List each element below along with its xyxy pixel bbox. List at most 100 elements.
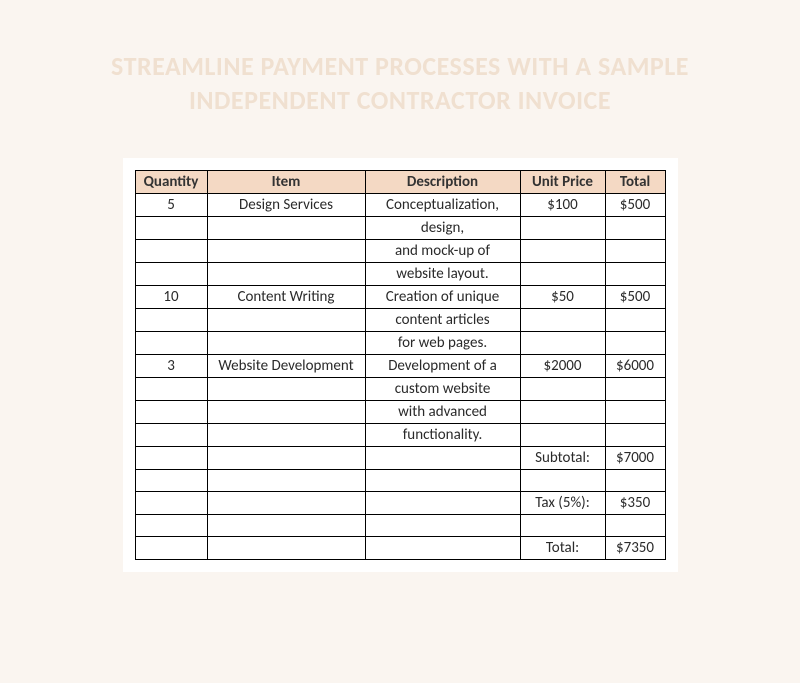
table-cell: [135, 469, 207, 491]
table-cell: [135, 423, 207, 446]
table-cell: [207, 331, 365, 354]
table-cell: Development of a: [365, 354, 520, 377]
table-cell: [135, 400, 207, 423]
table-cell: [520, 216, 605, 239]
table-cell: [207, 377, 365, 400]
table-row: and mock-up of: [135, 239, 665, 262]
table-cell: website layout.: [365, 262, 520, 285]
table-row: website layout.: [135, 262, 665, 285]
col-header-description: Description: [365, 170, 520, 193]
table-cell: [135, 491, 207, 514]
col-header-unit-price: Unit Price: [520, 170, 605, 193]
table-row: [135, 469, 665, 491]
table-body: 5Design ServicesConceptualization,$100$5…: [135, 193, 665, 559]
table-cell: [135, 331, 207, 354]
table-row: 5Design ServicesConceptualization,$100$5…: [135, 193, 665, 216]
table-cell: [520, 308, 605, 331]
table-cell: [135, 216, 207, 239]
table-cell: functionality.: [365, 423, 520, 446]
table-cell: [207, 262, 365, 285]
table-cell: [207, 469, 365, 491]
table-cell: 5: [135, 193, 207, 216]
table-cell: Content Writing: [207, 285, 365, 308]
table-cell: Subtotal:: [520, 446, 605, 469]
table-cell: [520, 239, 605, 262]
table-row: Tax (5%):$350: [135, 491, 665, 514]
invoice-table-container: Quantity Item Description Unit Price Tot…: [123, 158, 678, 572]
table-cell: [365, 446, 520, 469]
table-cell: 10: [135, 285, 207, 308]
table-cell: [207, 491, 365, 514]
table-row: content articles: [135, 308, 665, 331]
table-cell: $2000: [520, 354, 605, 377]
table-cell: [605, 400, 665, 423]
table-cell: [605, 423, 665, 446]
table-cell: [207, 514, 365, 536]
table-cell: with advanced: [365, 400, 520, 423]
table-cell: [207, 308, 365, 331]
table-cell: $6000: [605, 354, 665, 377]
table-cell: content articles: [365, 308, 520, 331]
table-row: design,: [135, 216, 665, 239]
table-cell: [207, 216, 365, 239]
table-row: for web pages.: [135, 331, 665, 354]
col-header-quantity: Quantity: [135, 170, 207, 193]
table-cell: design,: [365, 216, 520, 239]
table-cell: $7000: [605, 446, 665, 469]
table-header-row: Quantity Item Description Unit Price Tot…: [135, 170, 665, 193]
table-cell: custom website: [365, 377, 520, 400]
page-title: STREAMLINE PAYMENT PROCESSES WITH A SAMP…: [60, 50, 740, 118]
table-cell: Website Development: [207, 354, 365, 377]
table-cell: [135, 308, 207, 331]
table-cell: Design Services: [207, 193, 365, 216]
table-cell: [135, 446, 207, 469]
col-header-item: Item: [207, 170, 365, 193]
table-cell: [605, 377, 665, 400]
table-cell: [135, 514, 207, 536]
table-cell: [365, 469, 520, 491]
table-cell: [520, 423, 605, 446]
table-cell: [207, 239, 365, 262]
table-cell: [520, 514, 605, 536]
table-cell: [605, 469, 665, 491]
table-cell: $50: [520, 285, 605, 308]
table-row: Total:$7350: [135, 536, 665, 559]
table-cell: [207, 423, 365, 446]
table-cell: [365, 491, 520, 514]
table-cell: [520, 262, 605, 285]
table-cell: Creation of unique: [365, 285, 520, 308]
table-cell: [365, 536, 520, 559]
table-row: 3Website DevelopmentDevelopment of a$200…: [135, 354, 665, 377]
table-cell: [605, 331, 665, 354]
table-cell: [520, 469, 605, 491]
table-cell: [520, 377, 605, 400]
table-cell: [605, 514, 665, 536]
table-cell: Total:: [520, 536, 605, 559]
table-cell: [135, 262, 207, 285]
table-cell: $500: [605, 193, 665, 216]
table-cell: Tax (5%):: [520, 491, 605, 514]
invoice-table: Quantity Item Description Unit Price Tot…: [135, 170, 666, 560]
table-cell: [207, 400, 365, 423]
table-cell: 3: [135, 354, 207, 377]
table-row: functionality.: [135, 423, 665, 446]
table-cell: [365, 514, 520, 536]
table-cell: $7350: [605, 536, 665, 559]
table-cell: [135, 239, 207, 262]
table-cell: $500: [605, 285, 665, 308]
table-cell: [605, 216, 665, 239]
table-cell: Conceptualization,: [365, 193, 520, 216]
table-cell: [605, 239, 665, 262]
table-row: custom website: [135, 377, 665, 400]
table-cell: [520, 331, 605, 354]
table-row: with advanced: [135, 400, 665, 423]
table-cell: [520, 400, 605, 423]
table-cell: $100: [520, 193, 605, 216]
table-cell: for web pages.: [365, 331, 520, 354]
table-cell: [605, 308, 665, 331]
table-row: [135, 514, 665, 536]
table-row: Subtotal:$7000: [135, 446, 665, 469]
table-cell: $350: [605, 491, 665, 514]
table-cell: [605, 262, 665, 285]
table-row: 10Content WritingCreation of unique$50$5…: [135, 285, 665, 308]
